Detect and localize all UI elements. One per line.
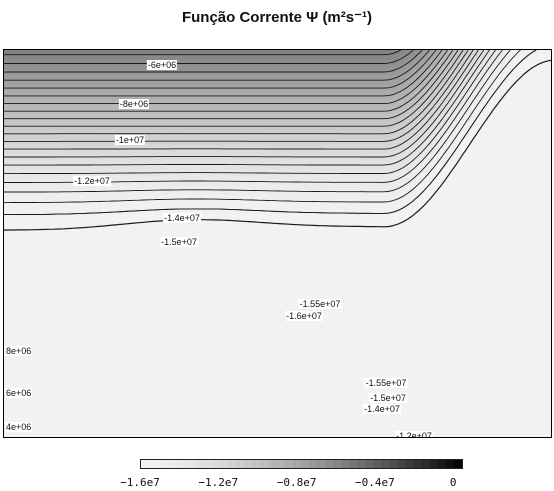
colorbar-segment: [325, 460, 334, 468]
contour-label: 4e+06: [5, 422, 33, 432]
colorbar-segment: [381, 460, 390, 468]
colorbar-segment: [157, 460, 166, 468]
colorbar-segment: [181, 460, 190, 468]
contour-label: -1.6e+07: [285, 311, 323, 321]
contour-label: -1e+07: [114, 135, 146, 145]
contour-line: [4, 50, 479, 150]
contour-line: [4, 50, 423, 73]
contour-lines: [4, 50, 551, 231]
colorbar-segment: [333, 460, 342, 468]
contour-plot-area: -6e+06 -8e+06 -1e+07 -1.2e+07 -1.4e+07 -1.5e+…: [3, 49, 552, 438]
colorbar-tick-label: −0.8e7: [276, 476, 317, 489]
colorbar-segment: [414, 460, 423, 468]
colorbar-segment: [269, 460, 278, 468]
colorbar-tick-label: −1.2e7: [198, 476, 239, 489]
colorbar-tick-label: −0.4e7: [355, 476, 395, 489]
colorbar-segment: [173, 460, 182, 468]
contour-label: -8e+06: [118, 99, 150, 109]
contour-line: [4, 50, 402, 56]
contour-line: [4, 50, 474, 142]
colorbar-segment: [422, 460, 431, 468]
colorbar-segment: [293, 460, 302, 468]
colorbar-segment: [430, 460, 439, 468]
colorbar-segment: [301, 460, 310, 468]
contour-line: [4, 50, 430, 81]
contour-label: -1.4e+07: [363, 404, 401, 414]
chart-title: Função Corrente Ψ (m²s⁻¹): [181, 9, 373, 26]
colorbar-segment: [454, 460, 462, 468]
colorbar-segment: [341, 460, 350, 468]
colorbar-segment: [349, 460, 358, 468]
colorbar-segment: [165, 460, 174, 468]
contour-line: [4, 50, 485, 158]
contour-label: -1.4e+07: [163, 213, 201, 223]
contour-label: 6e+06: [5, 388, 33, 398]
colorbar-tick-label: 0: [449, 476, 457, 489]
colorbar-segment: [253, 460, 262, 468]
contour-label: -1.2e+07: [395, 431, 433, 437]
contour-fill: [4, 50, 551, 437]
contour-label: -1.55e+07: [364, 378, 408, 388]
colorbar-segment: [277, 460, 286, 468]
colorbar-segment: [205, 460, 214, 468]
contour-label: -1.2e+07: [73, 176, 111, 186]
colorbar-segment: [389, 460, 398, 468]
colorbar-segment: [261, 460, 270, 468]
contour-line: [4, 50, 511, 193]
contour-line: [4, 50, 490, 166]
colorbar-segment: [446, 460, 455, 468]
contour-label: -1.5e+07: [160, 237, 198, 247]
contour-line: [4, 50, 496, 175]
colorbar-segment: [357, 460, 366, 468]
colorbar: [140, 459, 463, 469]
contour-line: [4, 50, 521, 204]
contour-line: [4, 50, 537, 216]
colorbar-segment: [398, 460, 407, 468]
colorbar-segment: [213, 460, 222, 468]
colorbar-tick-label: −1.6e7: [120, 476, 160, 489]
colorbar-segment: [406, 460, 415, 468]
contour-line: [4, 50, 503, 183]
contour-line: [4, 50, 459, 120]
colorbar-segment: [309, 460, 318, 468]
contour-label: -1.55e+07: [298, 299, 342, 309]
contour-line: [4, 50, 443, 97]
colorbar-segment: [365, 460, 374, 468]
colorbar-segment: [149, 460, 158, 468]
colorbar-segment: [221, 460, 230, 468]
contour-line: [4, 50, 464, 127]
colorbar-segment: [245, 460, 254, 468]
contour-svg: [4, 50, 551, 437]
contour-label: -6e+06: [146, 60, 178, 70]
contour-label: -1.5e+07: [369, 393, 407, 403]
colorbar-segment: [197, 460, 206, 468]
colorbar-segment: [229, 460, 238, 468]
colorbar-segment: [237, 460, 246, 468]
colorbar-segment: [141, 460, 150, 468]
colorbar-segment: [373, 460, 382, 468]
contour-line: [4, 50, 454, 112]
colorbar-segment: [285, 460, 294, 468]
contour-label: 8e+06: [5, 346, 33, 356]
colorbar-segment: [189, 460, 198, 468]
contour-line: [4, 50, 469, 135]
colorbar-segment: [438, 460, 447, 468]
contour-line: [4, 59, 551, 231]
colorbar-segment: [317, 460, 326, 468]
contour-line: [4, 50, 437, 89]
